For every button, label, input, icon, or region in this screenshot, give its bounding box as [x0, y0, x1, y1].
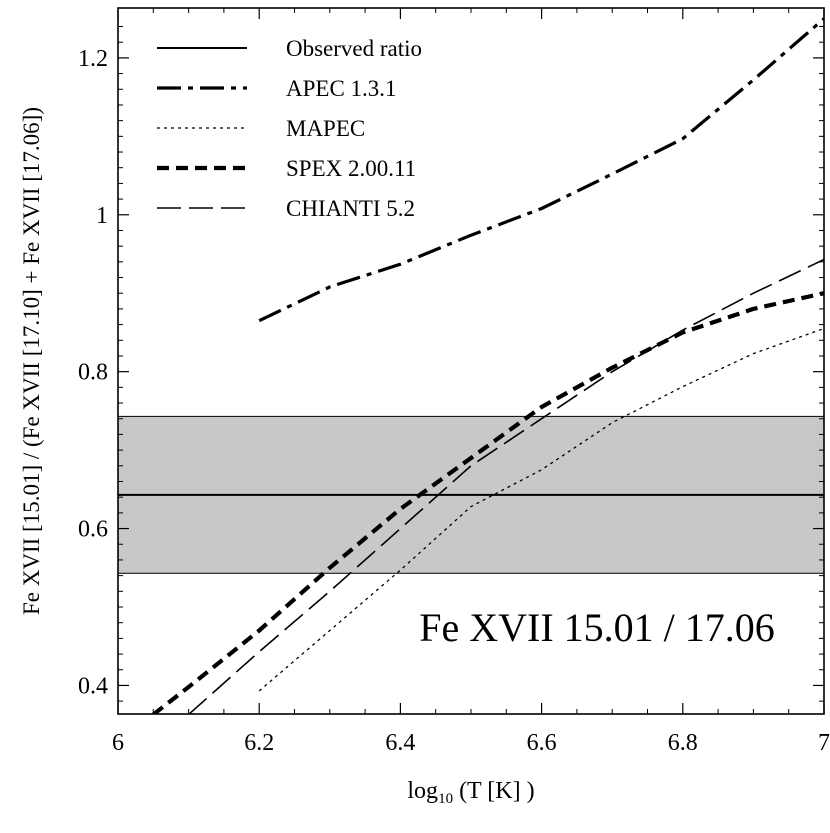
ticks-layer: 6 6.2 6.4 6.6 6.8 7 0.4 0.6 0.8 1 1.2: [78, 8, 830, 756]
x-tick-label: 7: [818, 730, 830, 756]
x-tick-label: 6.2: [244, 730, 274, 756]
x-tick-label: 6: [112, 730, 124, 756]
series-line-chianti-5-2: [188, 258, 824, 714]
chart-annotation: Fe XVII 15.01 / 17.06: [419, 605, 775, 650]
legend-label-mapec: MAPEC: [286, 116, 365, 141]
y-tick-label: 1.2: [78, 46, 108, 72]
x-axis-label: log10 (T [K] ): [407, 778, 534, 807]
y-tick-label: 1: [96, 203, 108, 229]
x-axis-label-rest: (T [K] ): [453, 778, 535, 804]
x-tick-label: 6.6: [527, 730, 557, 756]
legend-label-observed: Observed ratio: [286, 36, 422, 61]
x-tick-label: 6.4: [385, 730, 415, 756]
y-tick-label: 0.4: [78, 673, 108, 699]
series-line-mapec: [258, 327, 824, 692]
y-axis-label: Fe XVII [15.01] / (Fe XVII [17.10] + Fe …: [19, 107, 44, 615]
series-line-spex-2-00-11: [152, 291, 824, 714]
legend: Observed ratio APEC 1.3.1 MAPEC SPEX 2.0…: [157, 36, 422, 221]
legend-label-chianti: CHIANTI 5.2: [286, 196, 415, 221]
series-layer: [152, 17, 824, 714]
y-tick-label: 0.8: [78, 360, 108, 386]
legend-label-spex: SPEX 2.00.11: [286, 156, 416, 181]
y-tick-label: 0.6: [78, 517, 108, 543]
x-axis-label-base: log: [407, 778, 438, 804]
x-axis-label-subscript: 10: [438, 791, 453, 807]
series-line-apec-1-3-1: [258, 17, 824, 323]
x-tick-label: 6.8: [668, 730, 698, 756]
legend-label-apec: APEC 1.3.1: [286, 76, 397, 101]
